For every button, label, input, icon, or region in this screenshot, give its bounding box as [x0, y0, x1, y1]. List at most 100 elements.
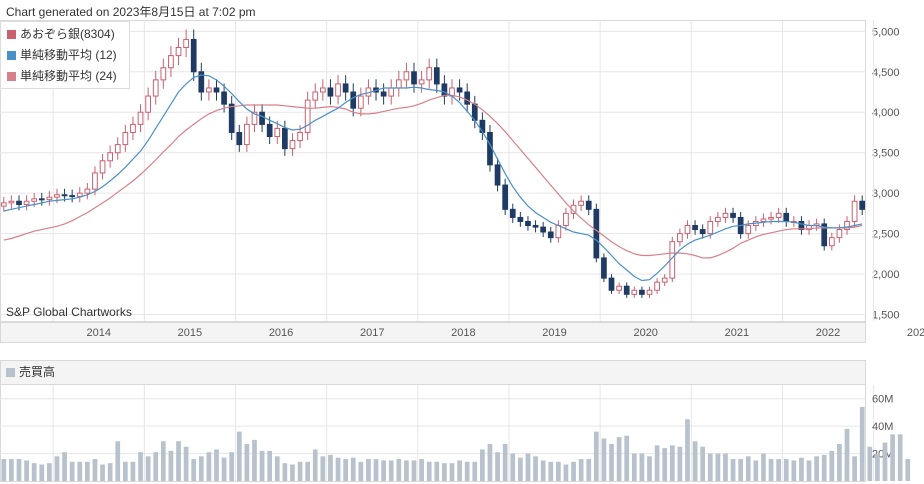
candle-body — [692, 225, 698, 231]
legend-swatch-price — [7, 30, 16, 39]
candle-body — [836, 229, 843, 239]
volume-swatch — [6, 368, 15, 377]
volume-bar — [183, 446, 189, 481]
candle-body — [684, 225, 691, 235]
x-tick-label: 2015 — [178, 327, 202, 339]
volume-bar — [69, 461, 75, 481]
candle-body — [312, 91, 319, 101]
volume-bar — [39, 464, 45, 481]
volume-bar — [555, 461, 561, 481]
volume-bar — [31, 463, 37, 481]
volume-bar — [654, 445, 660, 481]
candle-body — [327, 87, 334, 97]
legend-label-sma12: 単純移動平均 (12) — [20, 48, 117, 62]
volume-bar — [9, 459, 14, 481]
x-tick-label: 2020 — [633, 327, 657, 339]
volume-bar — [631, 453, 637, 481]
volume-bar — [236, 431, 242, 481]
volume-bar — [753, 460, 759, 481]
legend-label-price: あおぞら銀(8304) — [20, 27, 115, 41]
volume-bar — [799, 457, 804, 481]
legend-item-sma12[interactable]: 単純移動平均 (12) — [7, 46, 117, 63]
volume-bar — [274, 456, 280, 481]
volume-bar — [875, 453, 880, 481]
candle-body — [282, 127, 288, 150]
y-tick-label: 3,500 — [872, 148, 900, 160]
y-tick-label: 1,500 — [872, 310, 900, 322]
volume-bar — [593, 431, 599, 481]
volume-bar — [814, 456, 819, 481]
volume-bar — [282, 463, 288, 481]
volume-bar — [761, 453, 766, 481]
candle-body — [198, 71, 205, 93]
candle-body — [859, 200, 866, 210]
candle-body — [441, 83, 448, 97]
candle-body — [84, 188, 91, 194]
volume-bar — [343, 459, 348, 481]
volume-bar — [518, 457, 523, 481]
candle-body — [130, 123, 136, 133]
y-tick-label: 4,500 — [872, 67, 900, 79]
legend-item-price[interactable]: あおぞら銀(8304) — [7, 25, 115, 42]
candle-body — [851, 200, 858, 222]
volume-bar — [434, 461, 440, 481]
volume-bar — [328, 454, 333, 481]
volume-bar — [685, 419, 690, 481]
candle-body — [54, 194, 60, 198]
volume-bar — [366, 459, 371, 481]
candle-body — [0, 202, 7, 207]
volume-bar — [480, 449, 485, 481]
candle-body — [304, 99, 311, 133]
candle-body — [31, 198, 38, 202]
volume-bar — [677, 446, 683, 481]
candle-body — [251, 111, 258, 125]
candle-body — [274, 127, 281, 138]
legend-item-sma24[interactable]: 単純移動平均 (24) — [7, 67, 117, 84]
volume-y-tick-label: 60M — [872, 394, 893, 406]
candle-body — [289, 140, 296, 150]
candle-body — [190, 38, 197, 73]
volume-bar — [464, 461, 470, 481]
volume-bar — [745, 456, 751, 481]
volume-bar — [502, 443, 508, 481]
volume-bar — [350, 457, 356, 481]
volume-bar — [396, 459, 402, 481]
candle-body — [411, 71, 417, 85]
volume-bar — [388, 460, 394, 481]
candle-body — [525, 220, 531, 227]
candle-body — [76, 192, 83, 197]
volume-bar — [191, 459, 197, 481]
volume-bar — [47, 463, 52, 481]
candle-body — [555, 225, 562, 239]
volume-bar — [229, 452, 235, 481]
y-tick-label: 3,000 — [872, 188, 900, 200]
candle-body — [380, 91, 387, 97]
candle-body — [357, 95, 364, 109]
volume-bar — [867, 446, 873, 481]
volume-bar — [525, 453, 531, 481]
x-tick-label: 2016 — [269, 327, 293, 339]
volume-bar — [54, 456, 60, 481]
volume-bar — [905, 459, 911, 481]
x-tick-label: 2023 — [907, 327, 924, 339]
candle-body — [616, 285, 622, 291]
volume-bar — [24, 460, 29, 481]
legend-label-sma24: 単純移動平均 (24) — [20, 69, 117, 83]
candle-body — [342, 83, 349, 93]
volume-bar — [244, 443, 250, 481]
volume-bar — [783, 459, 789, 481]
candle-body — [213, 87, 220, 93]
candle-body — [206, 87, 212, 93]
volume-bar — [882, 442, 888, 481]
volume-bar — [852, 456, 857, 481]
candle-body — [768, 216, 774, 220]
volume-bar — [601, 438, 607, 481]
volume-bar — [791, 460, 797, 481]
candle-body — [168, 55, 174, 69]
volume-bar — [320, 456, 326, 481]
volume-bar — [16, 459, 22, 481]
candle-body — [707, 220, 714, 235]
volume-bar — [138, 452, 143, 481]
candle-body — [403, 71, 410, 81]
volume-bar — [335, 457, 341, 481]
